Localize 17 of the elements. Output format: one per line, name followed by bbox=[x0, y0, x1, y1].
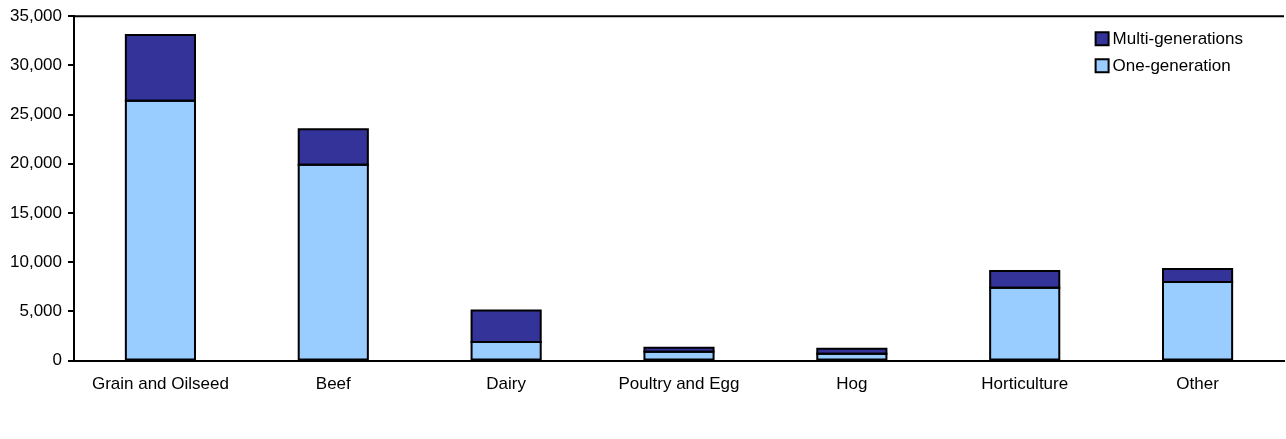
y-tick-label: 5,000 bbox=[19, 301, 62, 321]
x-tick-label: Other bbox=[1176, 374, 1220, 394]
y-tick-label: 35,000 bbox=[10, 5, 62, 25]
y-tick-label: 10,000 bbox=[10, 251, 62, 271]
x-tick-label: Horticulture bbox=[981, 374, 1069, 394]
x-tick-label: Hog bbox=[836, 374, 868, 394]
y-tick-label: 0 bbox=[52, 350, 62, 370]
y-tick-label: 15,000 bbox=[10, 202, 62, 222]
y-tick-label: 25,000 bbox=[10, 104, 62, 124]
x-tick-label: Poultry and Egg bbox=[618, 374, 740, 394]
x-tick-label: Beef bbox=[315, 374, 352, 394]
x-tick-label: Dairy bbox=[486, 374, 527, 394]
y-tick-label: 20,000 bbox=[10, 153, 62, 173]
legend-label: Multi-generations bbox=[1112, 28, 1244, 48]
x-tick-label: Grain and Oilseed bbox=[91, 374, 229, 394]
y-tick-label: 30,000 bbox=[10, 55, 62, 75]
legend-label: One-generation bbox=[1112, 55, 1231, 75]
